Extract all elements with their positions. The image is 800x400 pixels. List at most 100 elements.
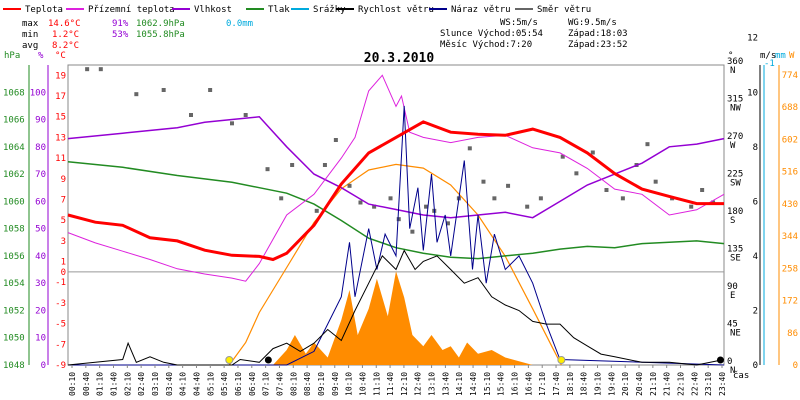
x-tick-label: 13:40	[441, 372, 450, 396]
wind-direction-point	[347, 183, 352, 188]
wind-direction-point	[653, 179, 658, 184]
x-tick-label: 18:10	[566, 372, 575, 396]
stats-min-press: 1055.8hPa	[136, 30, 185, 40]
stats-panel: max 14.6°C 91% 1062.9hPa 0.0mm min 1.2°C…	[22, 19, 253, 51]
axis-label-dir: °	[728, 51, 733, 61]
tick-dir-value: 90	[727, 282, 738, 292]
tick-ms: 4	[753, 252, 758, 262]
stats-min-label: min	[22, 30, 38, 40]
moon-event-marker	[716, 356, 724, 364]
x-tick-label: 20:10	[621, 372, 630, 396]
wind-direction-point	[620, 196, 625, 201]
tick-temp: 11	[55, 154, 66, 164]
tick-w: 344	[782, 232, 798, 242]
tick-dir-value: 0	[727, 357, 732, 367]
wind-direction-point	[560, 154, 565, 159]
tick-w: 430	[782, 200, 798, 210]
wind-direction-point	[525, 204, 530, 209]
tick-dir-value: 135	[727, 245, 743, 255]
axis-label-w: W	[789, 51, 795, 61]
tick-hpa: 1048	[3, 361, 25, 371]
x-tick-label: 20:40	[635, 372, 644, 396]
x-tick-label: 22:40	[690, 372, 699, 396]
stats-min-temp: 1.2°C	[52, 30, 79, 40]
x-tick-label: 10:40	[358, 372, 367, 396]
tick-pct: 20	[35, 306, 46, 316]
x-tick-label: 06:10	[234, 372, 243, 396]
tick-dir-compass: S	[730, 216, 735, 226]
wind-direction-point	[290, 163, 295, 167]
wind-direction-point	[243, 113, 248, 117]
tick-pct: 80	[35, 143, 46, 153]
x-tick-label: 15:10	[483, 372, 492, 396]
x-tick-label: 08:10	[289, 372, 298, 396]
moon-event-marker	[264, 356, 272, 364]
tick-temp: -3	[55, 299, 66, 309]
x-tick-label: 14:40	[469, 372, 478, 396]
stats-max-press: 1062.9hPa	[136, 19, 185, 29]
tick-temp: -1	[55, 278, 66, 288]
x-tick-label: 23:10	[704, 372, 713, 396]
wind-direction-point	[645, 142, 650, 147]
x-tick-label: 06:40	[248, 372, 257, 396]
info-sun-rise: Slunce Východ:05:54	[440, 29, 543, 39]
wind-direction-point	[445, 221, 450, 226]
tick-temp: 17	[55, 92, 66, 102]
tick-temp: 3	[61, 237, 66, 247]
tick-pct: 50	[35, 225, 46, 235]
wind-direction-point	[700, 188, 705, 192]
wind-direction-point	[396, 217, 401, 222]
x-tick-label: 01:40	[109, 372, 118, 396]
wind-direction-point	[230, 121, 234, 126]
pressure-line	[67, 161, 725, 260]
info-moon-set: Západ:23:52	[568, 40, 628, 50]
wind-direction-point	[98, 67, 103, 72]
humidity-line	[67, 116, 725, 219]
tick-dir-compass: E	[730, 291, 735, 301]
tick-temp: 15	[55, 113, 66, 123]
tick-dir-value: 270	[727, 132, 743, 142]
tick-temp: 19	[55, 71, 66, 81]
wind-direction-point	[161, 88, 166, 92]
solar-area	[273, 271, 533, 365]
tick-temp: 13	[55, 133, 66, 143]
x-tick-label: 11:40	[386, 372, 395, 396]
x-tick-label: 12:10	[400, 372, 409, 396]
axis-label-pct: %	[38, 51, 44, 61]
x-tick-label: 19:40	[607, 372, 616, 396]
legend-label: Tlak	[268, 5, 290, 15]
ground-temp-line	[67, 74, 725, 282]
wind-direction-point	[481, 179, 486, 184]
x-tick-label: 22:10	[677, 372, 686, 396]
wind-direction-point	[85, 67, 90, 72]
x-tick-label: 03:10	[151, 372, 160, 396]
tick-hpa: 1062	[3, 170, 25, 180]
tick-hpa: 1050	[3, 334, 25, 344]
x-tick-label: 05:40	[220, 372, 229, 396]
chart-title: 20.3.2010	[364, 51, 435, 66]
tick-w: 688	[782, 103, 798, 113]
legend-label: Přízemní teplota	[88, 5, 175, 15]
stats-avg-label: avg	[22, 41, 38, 51]
stats-max-temp: 14.6°C	[48, 19, 81, 29]
tick-dir-compass: W	[730, 141, 736, 151]
info-wg: WG:9.5m/s	[568, 18, 617, 28]
x-tick-label: 03:40	[165, 372, 174, 396]
tick-mm: -1	[764, 59, 775, 69]
wind-gust-line	[68, 105, 725, 366]
x-tick-label: 02:10	[123, 372, 132, 396]
tick-temp: -9	[55, 361, 66, 371]
wind-direction-point	[265, 167, 270, 172]
tick-pct: 70	[35, 170, 46, 180]
tick-w: 602	[782, 135, 798, 145]
x-tick-label: 13:10	[428, 372, 437, 396]
tick-dir-value: 360	[727, 57, 743, 67]
tick-hpa: 1068	[3, 88, 25, 98]
wind-direction-point	[689, 204, 694, 209]
x-tick-label: 08:40	[303, 372, 312, 396]
tick-temp: 1	[61, 258, 66, 268]
wind-direction-point	[322, 163, 327, 167]
tick-hpa: 1066	[3, 116, 25, 126]
tick-temp: 0	[61, 268, 66, 278]
